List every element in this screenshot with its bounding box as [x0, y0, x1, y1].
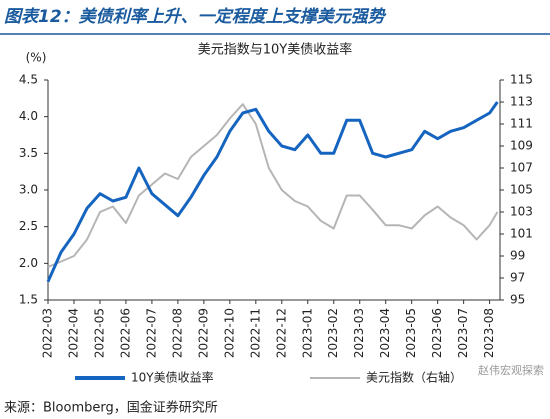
y-tick-label: 4.0 — [19, 109, 38, 123]
x-tick-label: 2023-04 — [378, 308, 392, 358]
y2-tick-label: 95 — [510, 293, 525, 307]
x-tick-label: 2022-05 — [92, 308, 106, 358]
source: 来源：Bloomberg，国金证券研究所 — [4, 400, 218, 416]
legend-label: 10Y美债收益率 — [131, 370, 214, 385]
x-tick-label: 2022-06 — [118, 308, 132, 358]
series-line — [47, 103, 499, 268]
y2-tick-label: 101 — [510, 227, 533, 241]
y2-tick-label: 109 — [510, 139, 533, 153]
x-tick-label: 2023-07 — [456, 308, 470, 358]
x-tick-label: 2022-03 — [41, 308, 55, 358]
chart-title: 美元指数与10Y美债收益率 — [198, 42, 352, 58]
y2-tick-label: 99 — [510, 249, 525, 263]
x-tick-label: 2023-03 — [352, 308, 366, 358]
x-tick-label: 2023-08 — [482, 308, 496, 358]
y-axis-unit: (%) — [26, 51, 47, 65]
x-tick-label: 2023-02 — [326, 308, 340, 358]
y2-tick-label: 103 — [510, 205, 533, 219]
x-tick-label: 2022-12 — [274, 308, 288, 358]
y-tick-label: 2.0 — [19, 256, 38, 270]
y-tick-label: 3.0 — [19, 183, 38, 197]
watermark: 赵伟宏观探索 — [478, 363, 544, 377]
y2-tick-label: 115 — [510, 73, 533, 87]
series-line — [46, 101, 499, 283]
y2-tick-label: 111 — [510, 117, 533, 131]
y-tick-label: 2.5 — [19, 219, 38, 233]
y2-tick-label: 97 — [510, 271, 525, 285]
y-tick-label: 1.5 — [19, 293, 38, 307]
legend-label: 美元指数（右轴） — [366, 370, 462, 385]
x-tick-label: 2022-08 — [170, 308, 184, 358]
y2-tick-label: 107 — [510, 161, 533, 175]
y-tick-label: 4.5 — [19, 73, 38, 87]
x-tick-label: 2022-10 — [222, 308, 236, 358]
x-tick-label: 2022-11 — [248, 308, 262, 358]
x-tick-label: 2023-01 — [300, 308, 314, 358]
x-tick-label: 2022-09 — [196, 308, 210, 358]
x-tick-label: 2023-05 — [404, 308, 418, 358]
x-tick-label: 2023-06 — [430, 308, 444, 358]
figure-header: 图表12：美债利率上升、一定程度上支撑美元强势 — [4, 7, 387, 27]
x-tick-label: 2022-07 — [144, 308, 158, 358]
y2-tick-label: 105 — [510, 183, 533, 197]
y-tick-label: 3.5 — [19, 146, 38, 160]
y2-tick-label: 113 — [510, 95, 533, 109]
x-tick-label: 2022-04 — [66, 308, 80, 358]
